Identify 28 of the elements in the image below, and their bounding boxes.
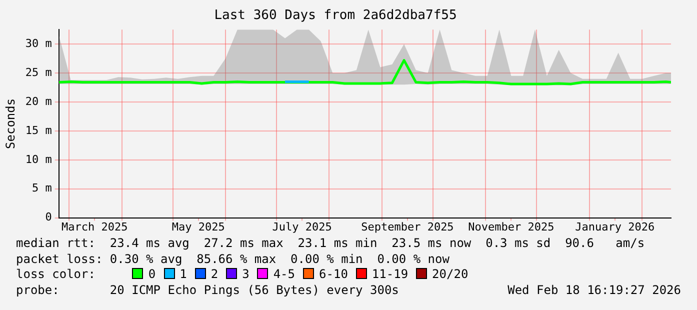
y-tick-label: 0 <box>45 210 52 224</box>
x-tick-label: January 2026 <box>575 220 655 234</box>
legend-label: 0 <box>148 267 156 281</box>
y-tick-label: 20 m <box>25 94 52 108</box>
y-tick-label: 30 m <box>25 36 52 50</box>
y-tick-label: 25 m <box>25 66 52 79</box>
text: packet loss: 0.30 % avg 85.66 % max 0.00 % min 0.00 % now <box>16 252 450 267</box>
y-tick-label: 5 m <box>32 182 52 195</box>
x-tick-label: November 2025 <box>468 220 554 234</box>
legend-label: 11-19 <box>372 267 408 281</box>
legend-label: 20/20 <box>432 267 468 281</box>
x-tick-label: March 2025 <box>61 220 128 234</box>
legend-label: 6-10 <box>319 267 348 281</box>
y-tick-label: 10 m <box>25 152 52 166</box>
text: median rtt: 23.4 ms avg 27.2 ms max 23.1 ms min 23.5 ms now 0.3 ms sd 90.6 am/s <box>16 236 646 252</box>
y-tick-label: 15 m <box>25 124 52 137</box>
text: probe: 20 ICMP Echo Pings (56 Bytes) every 300s <box>16 282 399 298</box>
text: Wed Feb 18 16:19:27 2026 <box>508 282 681 298</box>
legend-label: 1 <box>180 267 187 281</box>
y-axis-title: Seconds <box>3 98 18 149</box>
legend-title: loss color: <box>16 267 96 281</box>
x-tick-label: May 2025 <box>172 220 225 234</box>
legend-label: 4-5 <box>273 267 296 281</box>
x-tick-label: July 2025 <box>272 220 332 234</box>
legend-label: 2 <box>210 267 218 281</box>
chart-title: Last 360 Days from 2a6d2dba7f55 <box>214 8 457 24</box>
x-tick-label: September 2025 <box>361 220 454 234</box>
legend-label: 3 <box>242 267 250 281</box>
